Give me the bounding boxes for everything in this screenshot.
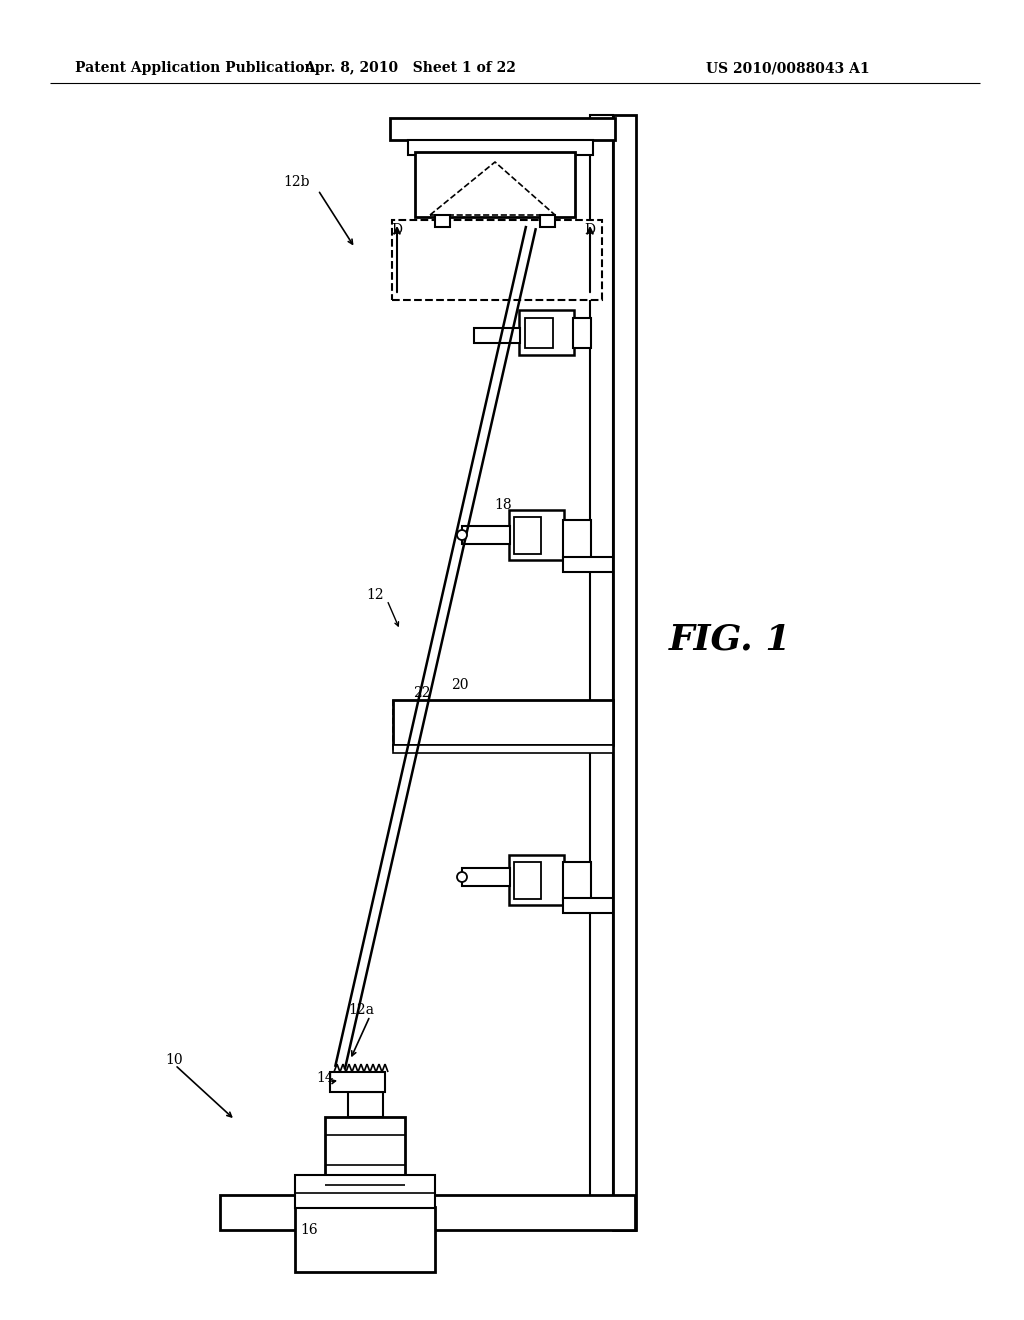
Bar <box>390 117 615 140</box>
Text: 16: 16 <box>300 1224 317 1237</box>
Text: 10: 10 <box>165 1053 182 1067</box>
Text: D: D <box>585 223 596 238</box>
Text: 12b: 12b <box>283 176 309 189</box>
Bar <box>295 1175 435 1208</box>
Bar <box>563 898 613 913</box>
Bar <box>435 215 450 227</box>
Bar <box>509 510 564 560</box>
Text: Patent Application Publication: Patent Application Publication <box>75 61 314 75</box>
Bar <box>563 862 591 900</box>
Text: Apr. 8, 2010   Sheet 1 of 22: Apr. 8, 2010 Sheet 1 of 22 <box>304 61 516 75</box>
Text: 12a: 12a <box>348 1003 374 1016</box>
Bar <box>325 1117 406 1206</box>
Bar <box>590 115 613 1230</box>
Bar <box>514 862 541 899</box>
Text: 22: 22 <box>414 686 431 700</box>
Bar <box>393 744 613 752</box>
Bar <box>573 318 591 348</box>
Bar <box>330 1072 385 1092</box>
Bar <box>540 215 555 227</box>
Text: 12: 12 <box>367 587 384 602</box>
Bar <box>220 1195 635 1230</box>
Bar <box>462 525 510 544</box>
Bar <box>519 310 574 355</box>
Text: 18: 18 <box>495 498 512 512</box>
Bar <box>514 517 541 554</box>
Bar <box>348 1092 383 1117</box>
Bar <box>525 318 553 348</box>
Bar <box>295 1206 435 1272</box>
Bar <box>474 327 520 343</box>
Circle shape <box>457 531 467 540</box>
Bar <box>462 869 510 886</box>
Text: 14: 14 <box>316 1071 334 1085</box>
Bar <box>509 855 564 906</box>
Text: US 2010/0088043 A1: US 2010/0088043 A1 <box>707 61 870 75</box>
Bar <box>408 140 593 154</box>
Circle shape <box>457 873 467 882</box>
Bar <box>613 115 636 1230</box>
Text: D: D <box>391 223 402 238</box>
Bar <box>563 520 591 558</box>
Bar <box>563 557 613 572</box>
Bar <box>393 700 613 744</box>
Text: 20: 20 <box>452 678 469 692</box>
Text: FIG. 1: FIG. 1 <box>669 623 792 657</box>
Bar <box>392 220 602 300</box>
Bar <box>415 152 575 216</box>
